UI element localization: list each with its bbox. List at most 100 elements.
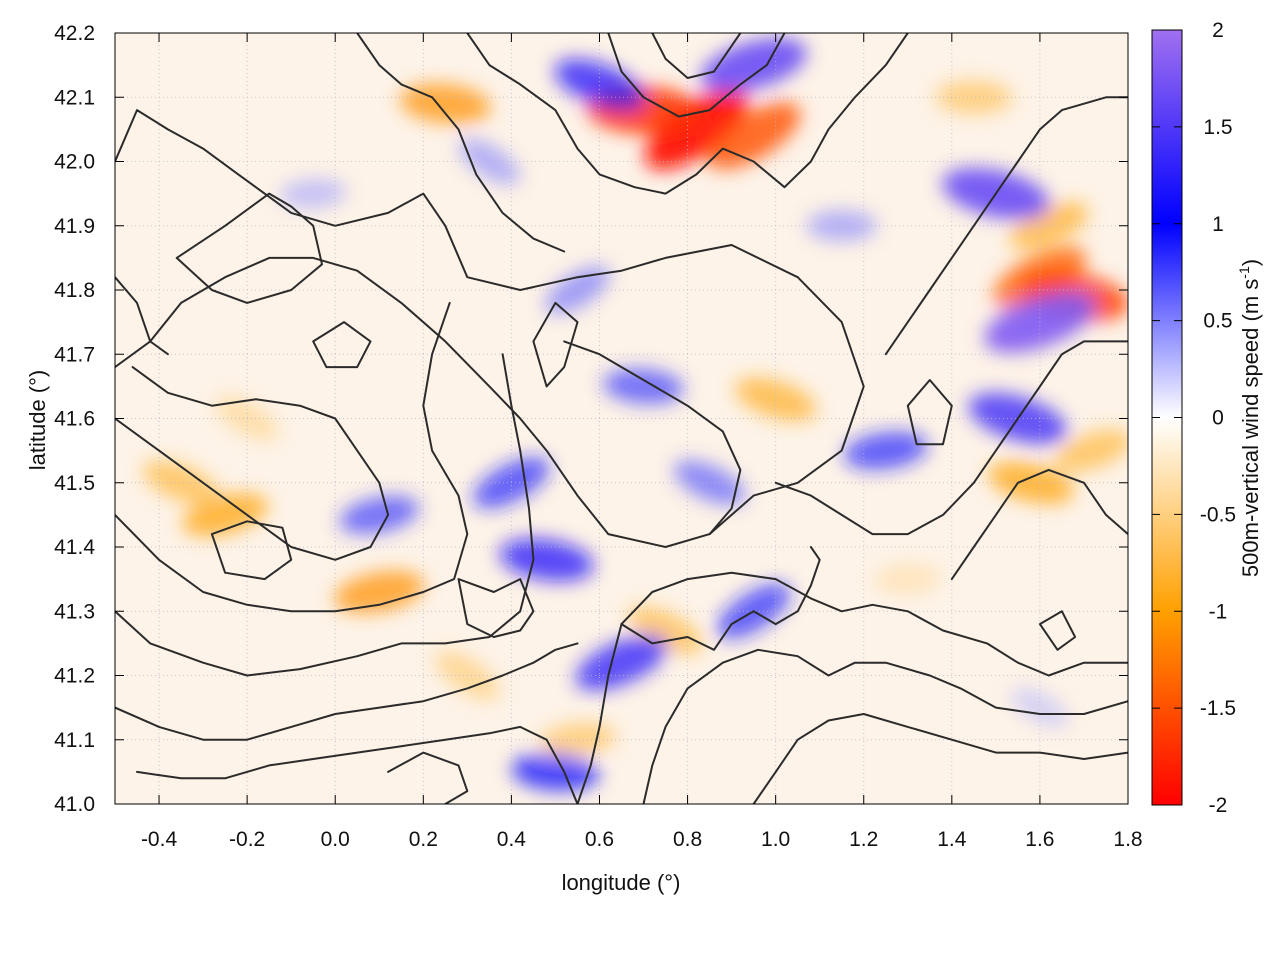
heatmap-cell xyxy=(545,266,610,314)
contour-line xyxy=(210,520,293,581)
y-tick-label: 42.2 xyxy=(54,22,95,45)
y-tick-label: 42.0 xyxy=(54,151,95,174)
contour-line xyxy=(950,468,1128,581)
contour-line xyxy=(774,340,1128,536)
heatmap-cell xyxy=(539,722,616,758)
heatmap-cell xyxy=(554,58,645,110)
y-tick-label: 41.4 xyxy=(54,536,95,559)
contour-line xyxy=(607,33,786,118)
heatmap-cell xyxy=(735,377,817,421)
contour-line xyxy=(115,109,865,548)
x-tick-label: 1.2 xyxy=(849,828,878,851)
y-tick-label: 41.7 xyxy=(54,343,95,366)
y-axis-label: latitude (°) xyxy=(25,370,50,471)
contour-line xyxy=(115,353,535,677)
x-tick-labels: -0.4 -0.2 0.0 0.2 0.4 0.6 0.8 1.0 1.2 1.4 1.6 1.8 xyxy=(141,828,1143,851)
heatmap-cell xyxy=(984,291,1096,353)
heatmap-field xyxy=(143,38,1128,792)
plot-area xyxy=(114,32,1129,805)
x-tick-label: -0.2 xyxy=(229,828,265,851)
x-tick-label: 0.2 xyxy=(409,828,438,851)
heatmap-cell xyxy=(644,89,748,170)
y-tick-labels: 41.0 41.1 41.2 41.3 41.4 41.5 41.6 41.7 41.8 41.9… xyxy=(54,22,95,816)
x-tick-label: 0.4 xyxy=(497,828,527,851)
y-tick-label: 41.5 xyxy=(54,472,95,495)
x-tick-label: 0.0 xyxy=(321,828,350,851)
heatmap-cell xyxy=(334,570,425,614)
y-tick-label: 41.9 xyxy=(54,215,95,238)
contour-line xyxy=(563,340,742,536)
heatmap-cell xyxy=(843,431,928,470)
heatmap-cell xyxy=(458,138,520,185)
heatmap-cell xyxy=(1054,429,1128,472)
contour-line xyxy=(752,713,1128,804)
heatmap-cell xyxy=(673,460,746,506)
y-tick-label: 41.3 xyxy=(54,600,95,623)
contour-line xyxy=(466,33,909,195)
x-tick-label: 1.6 xyxy=(1025,828,1054,851)
x-tick-label: 1.8 xyxy=(1113,828,1142,851)
heatmap-cell xyxy=(874,564,941,595)
colorbar-ticks: 2 1.5 1 0.5 0 -0.5 -1 -1.5 -2 xyxy=(1152,19,1236,817)
x-tick-label: 1.4 xyxy=(937,828,967,851)
gridlines xyxy=(115,33,1128,804)
x-tick-label: 1.0 xyxy=(761,828,790,851)
y-tick-label: 41.1 xyxy=(54,729,95,752)
contour-line xyxy=(136,725,579,804)
contour-line xyxy=(884,96,1128,356)
colorbar-tick-label: -1.5 xyxy=(1200,697,1236,720)
contour-line xyxy=(457,578,535,638)
heatmap-cell xyxy=(935,80,1013,115)
colorbar-label-main: 500m-vertical wind speed (m s xyxy=(1238,279,1263,577)
colorbar-label-close: ) xyxy=(1238,259,1263,266)
contour-line xyxy=(642,648,1128,804)
heatmap-cell xyxy=(628,606,703,655)
contour-line xyxy=(576,571,1128,804)
contour-line xyxy=(651,33,742,79)
colorbar-label: 500m-vertical wind speed (m s-1) xyxy=(1236,259,1263,577)
colorbar-tick-label: -0.5 xyxy=(1200,503,1236,526)
x-tick-label: 0.8 xyxy=(673,828,702,851)
colorbar-tick-label: 2 xyxy=(1212,19,1224,42)
heatmap-cell xyxy=(1009,202,1089,250)
colorbar-tick-label: 0.5 xyxy=(1203,310,1232,333)
colorbar-tick-label: 0 xyxy=(1212,407,1224,430)
heatmap-cell xyxy=(339,495,419,535)
y-tick-label: 41.0 xyxy=(54,793,95,816)
colorbar-tick-label: 1 xyxy=(1212,213,1224,236)
contour-line xyxy=(312,321,372,369)
y-tick-label: 41.8 xyxy=(54,279,95,302)
contour-line xyxy=(532,301,579,388)
contour-lines xyxy=(115,33,1128,804)
contour-line xyxy=(906,379,953,446)
contour-line xyxy=(387,751,469,804)
colorbar: 2 1.5 1 0.5 0 -0.5 -1 -1.5 -2 500m-vertical wind… xyxy=(1151,19,1263,817)
y-tick-label: 42.1 xyxy=(54,86,95,109)
x-tick-label: 0.6 xyxy=(585,828,614,851)
contour-line xyxy=(115,642,579,741)
colorbar-tick-label: -2 xyxy=(1209,794,1228,817)
y-tick-label: 41.2 xyxy=(54,665,95,688)
heatmap-cell xyxy=(280,178,347,209)
colorbar-tick-label: 1.5 xyxy=(1203,116,1232,139)
contour-line xyxy=(175,192,323,304)
colorbar-label-sup: -1 xyxy=(1236,266,1252,279)
x-tick-label: -0.4 xyxy=(141,828,178,851)
contour-line xyxy=(620,546,821,651)
contour-line xyxy=(115,276,169,356)
heatmap-cell xyxy=(806,210,877,242)
contour-line xyxy=(1038,610,1077,651)
heatmap-cell xyxy=(511,752,600,792)
heatmap-cell xyxy=(499,538,594,582)
heatmap-cell xyxy=(603,368,684,405)
colorbar-tick-label: -1 xyxy=(1209,600,1228,623)
plot-border xyxy=(114,32,1129,805)
heatmap-cell xyxy=(575,634,668,691)
contour-line xyxy=(115,301,469,613)
contour-line xyxy=(115,366,390,561)
heatmap-cell xyxy=(1011,688,1069,728)
heatmap-cell xyxy=(143,460,220,506)
y-tick-label: 41.6 xyxy=(54,408,95,431)
contour-line xyxy=(356,33,566,253)
